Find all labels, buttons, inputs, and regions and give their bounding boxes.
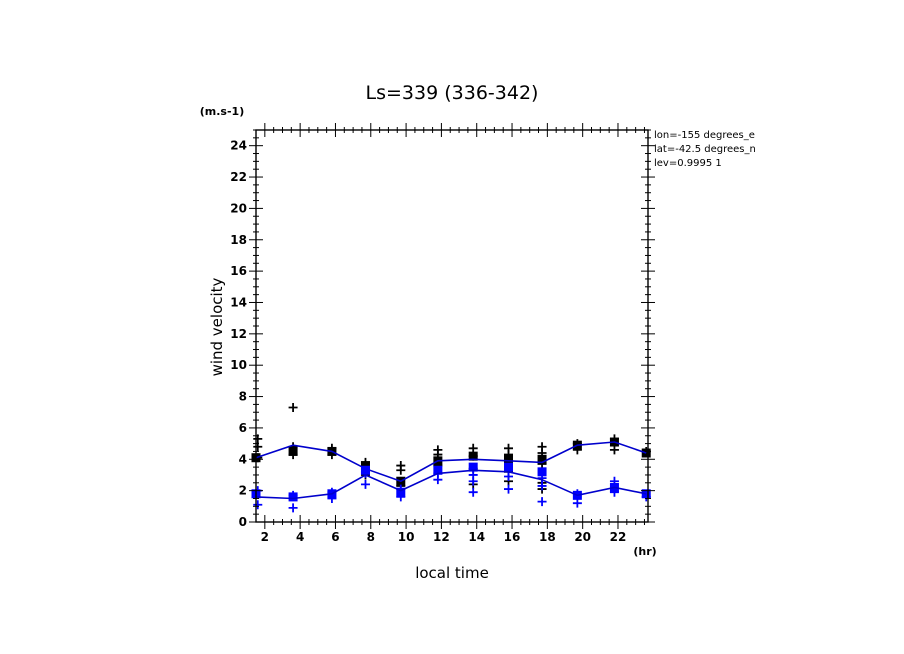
y-tick-label: 18 xyxy=(230,233,247,247)
y-tick-label: 20 xyxy=(230,201,247,215)
data-point-cross xyxy=(360,479,370,489)
x-tick-label: 18 xyxy=(539,530,556,544)
series-0 xyxy=(251,403,651,494)
data-point-cross xyxy=(288,403,298,413)
y-tick-label: 4 xyxy=(239,452,247,466)
info-lev: lev=0.9995 1 xyxy=(654,158,722,169)
y-tick-label: 24 xyxy=(230,139,247,153)
data-point-cross xyxy=(504,484,514,494)
y-tick-label: 8 xyxy=(239,390,247,404)
mean-marker xyxy=(433,465,443,475)
plot-frame xyxy=(255,129,649,523)
y-tick-label: 14 xyxy=(230,295,247,309)
series-line xyxy=(255,469,647,500)
x-tick-label: 16 xyxy=(504,530,521,544)
mean-marker xyxy=(537,467,547,477)
mean-marker xyxy=(504,454,514,464)
mean-marker xyxy=(504,462,514,472)
data-point-cross xyxy=(468,476,478,486)
data-point-cross xyxy=(537,481,547,491)
chart-title: Ls=339 (336-342) xyxy=(366,82,539,104)
data-point-cross xyxy=(537,497,547,507)
x-tick-label: 2 xyxy=(261,530,269,544)
data-point-cross xyxy=(468,487,478,497)
x-tick-label: 4 xyxy=(296,530,304,544)
data-point-cross xyxy=(288,503,298,513)
x-axis-label: local time xyxy=(415,564,489,582)
x-tick-label: 14 xyxy=(468,530,485,544)
y-tick-label: 22 xyxy=(230,170,247,184)
data-point-cross xyxy=(572,498,582,508)
data-point-cross xyxy=(609,445,619,455)
data-point-cross xyxy=(468,443,478,453)
mean-marker xyxy=(641,448,651,458)
mean-marker xyxy=(468,462,478,472)
x-unit-label: (hr) xyxy=(633,545,656,558)
data-point-cross xyxy=(396,465,406,475)
x-tick-label: 22 xyxy=(610,530,627,544)
y-tick-label: 6 xyxy=(239,421,247,435)
data-point-cross xyxy=(253,500,263,510)
data-point-cross xyxy=(504,472,514,482)
mean-marker xyxy=(288,446,298,456)
y-tick-label: 2 xyxy=(239,484,247,498)
info-clip xyxy=(780,125,904,175)
series-1 xyxy=(251,462,651,513)
mean-marker xyxy=(360,461,370,471)
mean-marker xyxy=(641,489,651,499)
mean-marker xyxy=(468,451,478,461)
x-tick-label: 6 xyxy=(331,530,339,544)
x-tick-label: 10 xyxy=(398,530,415,544)
y-axis-label: wind velocity xyxy=(208,277,226,376)
info-lon: lon=-155 degrees_e xyxy=(654,130,755,141)
y-tick-label: 12 xyxy=(230,327,247,341)
mean-marker xyxy=(396,487,406,497)
mean-marker xyxy=(360,465,370,475)
y-tick-label: 0 xyxy=(239,515,247,529)
plot-area xyxy=(251,403,651,513)
x-tick-label: 20 xyxy=(574,530,591,544)
x-tick-label: 12 xyxy=(433,530,450,544)
info-lat: lat=-42.5 degrees_n xyxy=(654,144,756,155)
series-line xyxy=(255,441,647,483)
mean-marker xyxy=(288,492,298,502)
y-unit-label: (m.s-1) xyxy=(200,105,244,118)
x-tick-label: 8 xyxy=(367,530,375,544)
mean-marker xyxy=(537,454,547,464)
y-tick-label: 16 xyxy=(230,264,247,278)
y-tick-label: 10 xyxy=(230,358,247,372)
